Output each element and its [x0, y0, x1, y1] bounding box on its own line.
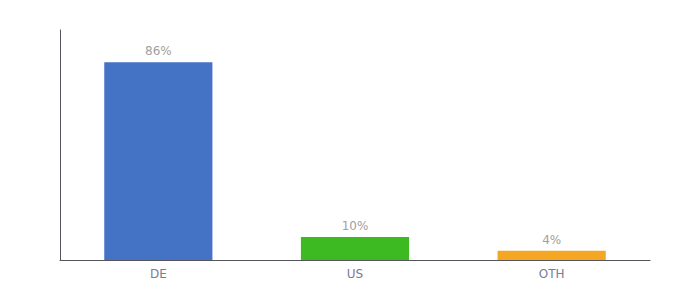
- svg-text:DE: DE: [150, 267, 167, 281]
- svg-text:86%: 86%: [145, 44, 172, 58]
- svg-text:US: US: [347, 267, 363, 281]
- svg-text:OTH: OTH: [539, 267, 565, 281]
- svg-text:10%: 10%: [342, 219, 369, 233]
- svg-text:4%: 4%: [542, 233, 561, 247]
